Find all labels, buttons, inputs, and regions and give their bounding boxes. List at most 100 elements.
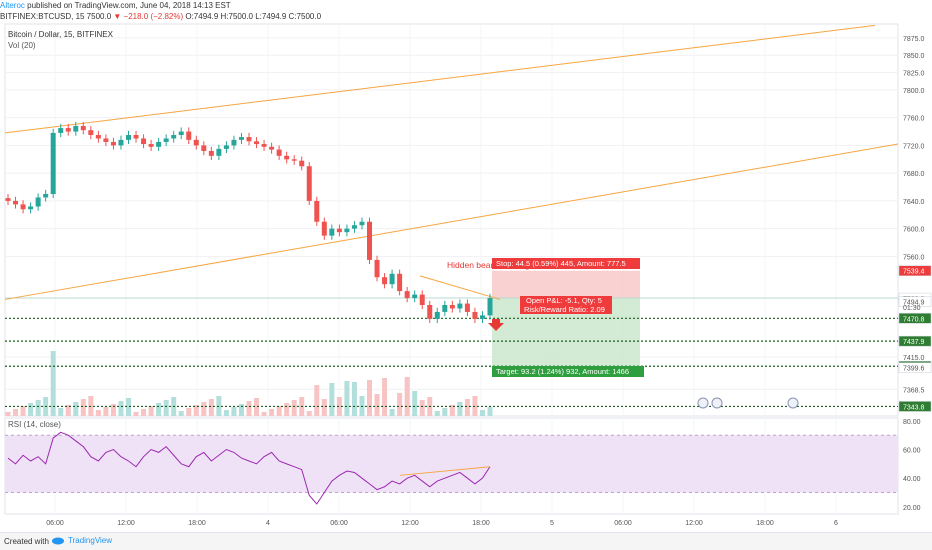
volume-bar xyxy=(238,404,244,416)
volume-bar xyxy=(261,412,267,416)
time-tick-label: 12:00 xyxy=(117,520,135,527)
candle-body xyxy=(148,144,154,147)
created-with-text: Created with xyxy=(4,537,49,546)
candle-body xyxy=(254,141,260,145)
volume-bar xyxy=(110,404,116,416)
candle-body xyxy=(351,225,357,229)
candle-body xyxy=(284,155,290,160)
volume-bar xyxy=(73,402,79,416)
time-tick-label: 06:00 xyxy=(46,520,64,527)
sell-arrow-icon xyxy=(488,319,504,331)
candle-body xyxy=(344,228,350,233)
candle-body xyxy=(163,138,169,142)
volume-bar xyxy=(126,398,131,416)
candle-body xyxy=(156,141,162,147)
candle-body xyxy=(291,159,297,161)
candle-body xyxy=(171,135,177,139)
volume-bar xyxy=(246,401,252,416)
tradingview-logo[interactable]: TradingView xyxy=(51,536,112,545)
price-tick-label: 7680.0 xyxy=(903,171,925,178)
candle-body xyxy=(28,206,34,210)
candle-body xyxy=(238,137,244,140)
volume-bar xyxy=(464,399,470,416)
price-tick-label: 7760.0 xyxy=(903,116,925,123)
volume-bar xyxy=(306,411,312,416)
time-tick-label: 18:00 xyxy=(188,520,206,527)
candle-body xyxy=(389,273,395,285)
pnl-label[interactable]: Open P&L: -5.1, Qty: 5 Risk/Reward Ratio… xyxy=(520,296,612,314)
candle-body xyxy=(126,135,131,140)
trendlines[interactable] xyxy=(4,24,899,300)
upper-channel-line xyxy=(4,24,876,134)
price-tag: 7343.8 xyxy=(903,404,925,411)
candle-body xyxy=(118,139,124,146)
volume-bar xyxy=(382,378,388,416)
volume-bar xyxy=(133,412,139,416)
candle-body xyxy=(231,139,237,146)
volume-bar xyxy=(321,399,327,416)
candle-body xyxy=(269,146,275,150)
symbol-header: BITFINEX:BTCUSD, 15 7500.0 ▼ −218.0 (−2.… xyxy=(0,12,321,21)
candle-body xyxy=(276,149,282,156)
price-tick-label: 7850.0 xyxy=(903,53,925,60)
time-tick-label: 18:00 xyxy=(756,520,774,527)
rsi-band xyxy=(5,435,898,493)
volume-bar xyxy=(65,405,71,416)
price-tag-box xyxy=(898,401,932,412)
candle-body xyxy=(103,138,109,142)
author-link[interactable]: Alteroc xyxy=(0,1,25,10)
event-flag-icon[interactable] xyxy=(697,397,799,409)
risk-reward-text: Risk/Reward Ratio: 2.09 xyxy=(524,305,605,314)
candle-body xyxy=(427,304,433,319)
target-label[interactable]: Target: 93.2 (1.24%) 932, Amount: 1466 xyxy=(492,366,644,377)
price-axis[interactable]: 7875.0 7850.0 7825.0 7800.0 7760.0 7720.0 7680… xyxy=(903,36,925,512)
volume-bar xyxy=(208,399,214,416)
rsi-legend: RSI (14, close) xyxy=(8,420,61,429)
stop-label[interactable]: Stop: 44.5 (0.59%) 445, Amount: 777.5 xyxy=(492,258,640,269)
horizontal-levels[interactable] xyxy=(5,317,898,408)
volume-bar xyxy=(223,410,229,416)
volume-bar xyxy=(118,401,124,416)
lower-channel-line xyxy=(4,143,899,300)
candle-body xyxy=(479,315,485,319)
time-tick-label: 12:00 xyxy=(685,520,703,527)
candle-body xyxy=(178,131,184,136)
volume-bar xyxy=(276,406,282,416)
price-tag-box xyxy=(898,296,932,307)
price-tag: 7539.4 xyxy=(903,269,925,276)
candle-body xyxy=(457,303,463,309)
volume-bar xyxy=(163,400,169,416)
grid-lines xyxy=(5,24,898,514)
ohlc-values: O:7494.9 H:7500.0 L:7494.9 C:7500.0 xyxy=(183,12,322,21)
volume-bar xyxy=(442,408,448,416)
candle-body xyxy=(50,132,56,194)
rsi-tick-label: 60.00 xyxy=(903,448,921,455)
series-title: Bitcoin / Dollar, 15, BITFINEX xyxy=(8,30,114,39)
volume-bars xyxy=(5,351,493,416)
candle-body xyxy=(487,298,493,316)
volume-bar xyxy=(367,380,372,416)
candle-body xyxy=(186,131,192,140)
volume-bar xyxy=(479,410,485,416)
candle-body xyxy=(95,135,101,139)
time-axis[interactable]: 06:00 12:00 18:00 4 06:00 12:00 18:00 5 06:00 12:… xyxy=(46,520,838,527)
candle-body xyxy=(133,135,139,139)
volume-bar xyxy=(193,405,199,416)
price-pane xyxy=(4,23,899,417)
candle-body xyxy=(404,291,410,299)
volume-bar xyxy=(419,400,425,416)
candle-body xyxy=(299,160,305,167)
volume-bar xyxy=(20,406,26,416)
candle-body xyxy=(449,304,455,309)
price-tag-box xyxy=(898,313,932,324)
candle-body xyxy=(306,166,312,201)
candle-body xyxy=(201,145,207,151)
divergence-rsi-line xyxy=(399,466,491,476)
candle-body xyxy=(141,138,147,145)
candle-body xyxy=(464,303,470,312)
price-tick-label: 7560.0 xyxy=(903,254,925,261)
volume-bar xyxy=(397,393,403,416)
candle-body xyxy=(374,259,380,278)
chart-canvas[interactable]: 7875.0 7850.0 7825.0 7800.0 7760.0 7720.0 7680… xyxy=(0,0,932,532)
volume-bar xyxy=(80,399,86,416)
